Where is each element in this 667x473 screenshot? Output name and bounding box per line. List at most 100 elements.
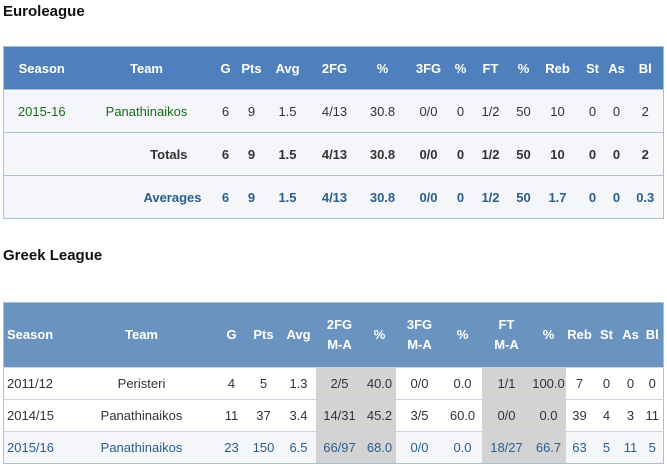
- table-row: 2014/15 Panathinaikos 11 37 3.4 14/31 45…: [3, 399, 664, 432]
- cell-steals: 0: [579, 175, 606, 219]
- cell-ft: 0/0: [481, 399, 532, 432]
- cell-2fg: 4/13: [309, 132, 360, 176]
- cell-assists: 0: [605, 175, 628, 219]
- greek-league-title: Greek League: [3, 247, 103, 264]
- header-2fg-pct: %: [363, 302, 396, 368]
- cell-3fg-pct: 0: [451, 89, 470, 133]
- cell-2fg-pct: 68.0: [363, 431, 396, 464]
- cell-ft: 1/2: [469, 175, 512, 219]
- cell-steals: 4: [593, 399, 620, 432]
- cell-2fg-pct: 30.8: [359, 132, 406, 176]
- cell-assists: 0: [605, 89, 628, 133]
- cell-season: 2014/15: [3, 399, 66, 432]
- cell-steals: 5: [593, 431, 620, 464]
- table-row: 2015/16 Panathinaikos 23 150 6.5 66/97 6…: [3, 431, 664, 464]
- averages-row: Averages 6 9 1.5 4/13 30.8 0/0 0 1/2 50 …: [3, 175, 664, 219]
- header-season: Season: [3, 46, 80, 90]
- cell-3fg: 0/0: [405, 175, 452, 219]
- cell-points: 9: [237, 89, 266, 133]
- header-3fg: 3FG M-A: [395, 302, 444, 368]
- cell-average: 1.5: [265, 175, 310, 219]
- cell-3fg-pct: 0: [451, 132, 470, 176]
- cell-3fg: 3/5: [395, 399, 444, 432]
- header-3fg-sub: M-A: [407, 337, 432, 352]
- cell-ft-pct: 50: [511, 132, 536, 176]
- header-ft-pct: %: [531, 302, 566, 368]
- header-assists: As: [605, 46, 628, 90]
- header-team: Team: [79, 46, 214, 90]
- cell-season: 2011/12: [3, 367, 66, 400]
- cell-games: 23: [217, 431, 246, 464]
- cell-2fg: 66/97: [315, 431, 364, 464]
- cell-blocks: 5: [641, 431, 664, 464]
- euroleague-stats-table: Season Team G Pts Avg 2FG % 3FG % FT % R…: [3, 46, 664, 219]
- header-2fg-label: 2FG: [326, 317, 353, 332]
- cell-points: 37: [245, 399, 282, 432]
- cell-3fg: 0/0: [395, 431, 444, 464]
- cell-2fg-pct: 30.8: [359, 175, 406, 219]
- cell-blocks: 11: [641, 399, 664, 432]
- header-rebounds: Reb: [535, 46, 580, 90]
- header-ft: FT M-A: [481, 302, 532, 368]
- greek-league-stats-table: Season Team G Pts Avg 2FG M-A % 3FG M-A % …: [3, 302, 664, 464]
- header-ft: FT: [469, 46, 512, 90]
- cell-rebounds: 7: [565, 367, 594, 400]
- euroleague-title: Euroleague: [3, 3, 85, 20]
- header-points: Pts: [245, 302, 282, 368]
- cell-3fg-pct: 0: [451, 175, 470, 219]
- header-3fg-pct: %: [443, 302, 482, 368]
- table-header-row: Season Team G Pts Avg 2FG M-A % 3FG M-A % …: [3, 302, 664, 368]
- cell-ft-pct: 66.7: [531, 431, 566, 464]
- header-steals: St: [579, 46, 606, 90]
- cell-2fg-pct: 45.2: [363, 399, 396, 432]
- cell-average: 6.5: [281, 431, 316, 464]
- cell-steals: 0: [579, 132, 606, 176]
- cell-rebounds: 63: [565, 431, 594, 464]
- header-2fg: 2FG M-A: [315, 302, 364, 368]
- cell-steals: 0: [579, 89, 606, 133]
- header-assists: As: [619, 302, 642, 368]
- header-team: Team: [65, 302, 218, 368]
- table-row: 2015-16 Panathinaikos 6 9 1.5 4/13 30.8 …: [3, 89, 664, 133]
- cell-3fg: 0/0: [395, 367, 444, 400]
- cell-blocks: 2: [627, 89, 664, 133]
- header-2fg-pct: %: [359, 46, 406, 90]
- cell-blocks: 0: [641, 367, 664, 400]
- cell-team: Panathinaikos: [65, 399, 218, 432]
- cell-games: 6: [213, 132, 238, 176]
- cell-ft: 1/2: [469, 132, 512, 176]
- cell-3fg-pct: 60.0: [443, 399, 482, 432]
- cell-season: 2015/16: [3, 431, 66, 464]
- header-3fg: 3FG: [405, 46, 452, 90]
- cell-assists: 0: [619, 367, 642, 400]
- cell-ft-pct: 50: [511, 175, 536, 219]
- header-average: Avg: [265, 46, 310, 90]
- header-points: Pts: [237, 46, 266, 90]
- cell-2fg: 2/5: [315, 367, 364, 400]
- cell-average: 1.5: [265, 89, 310, 133]
- cell-points: 9: [237, 132, 266, 176]
- cell-2fg: 4/13: [309, 89, 360, 133]
- cell-rebounds: 1.7: [535, 175, 580, 219]
- cell-team: Peristeri: [65, 367, 218, 400]
- header-season: Season: [3, 302, 66, 368]
- header-steals: St: [593, 302, 620, 368]
- header-ft-label: FT: [498, 317, 515, 332]
- cell-rebounds: 10: [535, 89, 580, 133]
- cell-ft: 18/27: [481, 431, 532, 464]
- cell-points: 9: [237, 175, 266, 219]
- header-3fg-label: 3FG: [406, 317, 433, 332]
- cell-steals: 0: [593, 367, 620, 400]
- table-row: 2011/12 Peristeri 4 5 1.3 2/5 40.0 0/0 0…: [3, 367, 664, 400]
- averages-label: Averages: [3, 175, 214, 219]
- cell-points: 150: [245, 431, 282, 464]
- cell-season[interactable]: 2015-16: [3, 89, 80, 133]
- cell-average: 3.4: [281, 399, 316, 432]
- cell-3fg: 0/0: [405, 89, 452, 133]
- cell-team[interactable]: Panathinaikos: [79, 89, 214, 133]
- cell-average: 1.5: [265, 132, 310, 176]
- totals-label: Totals: [3, 132, 214, 176]
- cell-ft: 1/1: [481, 367, 532, 400]
- cell-2fg-pct: 40.0: [363, 367, 396, 400]
- cell-blocks: 2: [627, 132, 664, 176]
